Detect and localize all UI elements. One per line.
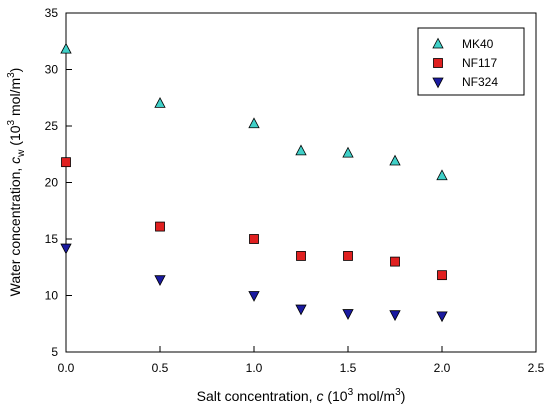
y-axis-label: Water concentration, cw (103 mol/m3) [6,68,27,297]
data-point-mk40 [342,146,354,158]
y-tick-label: 5 [51,345,58,359]
x-tick-label: 0.0 [58,361,75,375]
legend-label-nf117: NF117 [462,56,497,70]
data-point-nf117 [249,234,259,244]
data-point-nf117 [296,251,306,261]
data-point-nf117 [437,270,447,281]
x-axis-ticks: 0.0 0.5 1.0 1.5 2.0 2.5 [58,346,545,375]
data-point-mk40 [436,169,448,181]
data-point-nf117 [343,251,353,261]
y-axis-ticks: 5 10 15 20 25 30 35 [45,6,72,359]
y-tick-label: 15 [45,232,59,246]
data-point-nf324 [436,311,448,323]
y-tick-label: 20 [45,176,59,190]
x-tick-label: 2.0 [434,361,451,375]
data-markers [60,42,448,323]
data-point-nf117 [61,157,71,168]
data-point-nf324 [342,309,354,320]
x-tick-label: 1.0 [246,361,263,375]
data-point-mk40 [389,154,401,166]
data-point-mk40 [154,97,166,108]
y-tick-label: 30 [45,63,59,77]
x-tick-label: 2.5 [528,361,545,375]
legend-label-nf324: NF324 [462,75,498,89]
data-point-nf324 [60,243,72,255]
data-point-nf324 [389,310,401,322]
legend-marker-mk40 [432,37,444,49]
data-point-nf324 [295,304,307,316]
data-point-nf117 [390,256,400,267]
y-tick-label: 10 [45,289,59,303]
data-point-mk40 [60,42,72,54]
legend-label-mk40: MK40 [462,37,494,51]
data-point-nf324 [154,275,166,287]
legend-marker-nf324 [432,77,444,89]
x-tick-label: 0.5 [152,361,169,375]
data-point-nf117 [155,221,165,232]
y-tick-label: 35 [45,6,59,20]
y-tick-label: 25 [45,119,59,133]
x-axis-label: Salt concentration, c (103 mol/m3) [197,387,406,404]
legend-marker-nf117 [433,58,443,68]
data-point-mk40 [295,144,307,156]
data-point-nf324 [248,291,260,302]
x-tick-label: 1.5 [340,361,357,375]
data-point-mk40 [248,117,260,129]
legend: MK40 NF117 NF324 [417,27,525,96]
